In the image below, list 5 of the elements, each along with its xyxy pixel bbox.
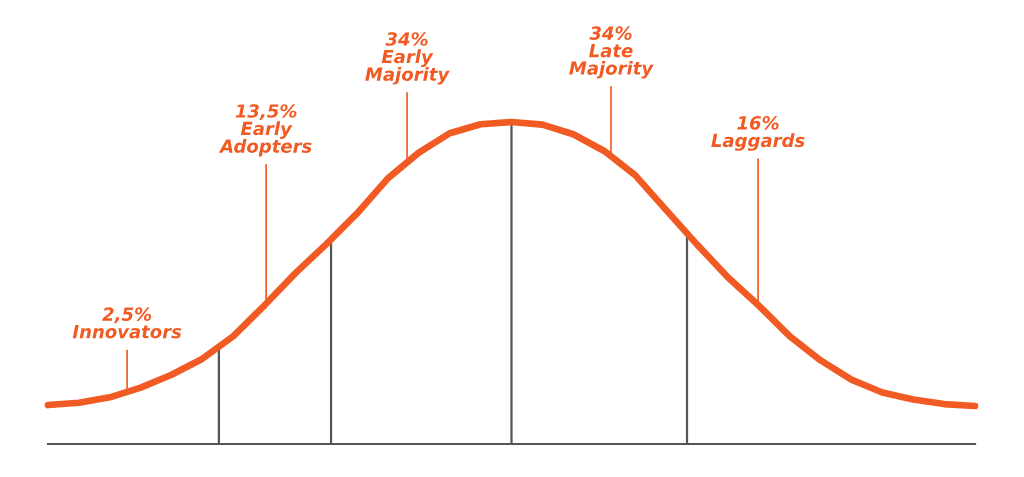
annotation: 13,5% Early Adopters <box>218 104 312 157</box>
annotation: 16% Laggards <box>711 116 805 151</box>
annotation: 2,5% Innovators <box>72 307 182 339</box>
text: 34% Early Majority <box>365 32 450 85</box>
text: 34% Late Majority <box>569 26 654 79</box>
